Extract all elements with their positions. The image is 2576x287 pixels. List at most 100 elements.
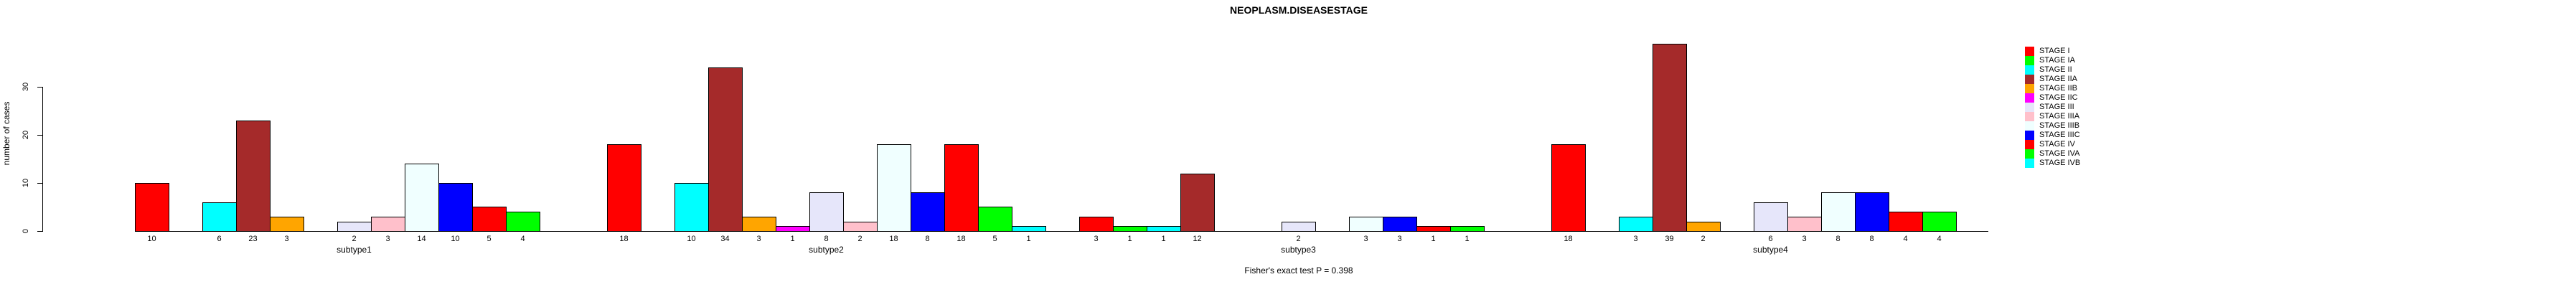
bar-value-label: 3 bbox=[1397, 235, 1402, 243]
legend-label: STAGE IIIA bbox=[2039, 112, 2080, 121]
group-label: subtype1 bbox=[337, 245, 372, 255]
bar bbox=[708, 67, 743, 232]
bar bbox=[1416, 226, 1451, 232]
y-axis-line bbox=[42, 87, 43, 232]
bar-value-label: 4 bbox=[1903, 235, 1908, 243]
y-tick bbox=[37, 135, 42, 136]
bar bbox=[405, 164, 439, 232]
bar bbox=[843, 222, 878, 232]
bar-value-label: 3 bbox=[1094, 235, 1099, 243]
bar bbox=[1821, 192, 1856, 232]
bar-value-label: 8 bbox=[824, 235, 829, 243]
bar bbox=[1787, 217, 1822, 232]
bar bbox=[1889, 212, 1923, 232]
bar bbox=[236, 121, 271, 232]
bar bbox=[1855, 192, 1889, 232]
bar bbox=[135, 183, 169, 232]
bar-value-label: 14 bbox=[417, 235, 426, 243]
bar-value-label: 34 bbox=[720, 235, 730, 243]
legend-swatch bbox=[2025, 131, 2034, 140]
legend-label: STAGE IIB bbox=[2039, 84, 2077, 93]
bar-value-label: 5 bbox=[992, 235, 997, 243]
bar-value-label: 2 bbox=[1701, 235, 1706, 243]
bar-value-label: 12 bbox=[1193, 235, 1202, 243]
bar-value-label: 3 bbox=[1802, 235, 1807, 243]
bar-value-label: 5 bbox=[486, 235, 492, 243]
y-axis-label: number of cases bbox=[1, 101, 11, 166]
legend-label: STAGE IV bbox=[2039, 140, 2075, 149]
bar-value-label: 4 bbox=[1937, 235, 1942, 243]
bar bbox=[1383, 217, 1417, 232]
legend-label: STAGE III bbox=[2039, 103, 2074, 111]
bar-value-label: 3 bbox=[385, 235, 390, 243]
y-tick bbox=[37, 183, 42, 184]
bar-value-label: 10 bbox=[687, 235, 696, 243]
bar-value-label: 1 bbox=[1431, 235, 1436, 243]
y-tick bbox=[37, 231, 42, 232]
fisher-test-label: Fisher's exact test P = 0.398 bbox=[1244, 265, 1353, 276]
y-tick-label: 20 bbox=[22, 130, 30, 140]
bar-value-label: 8 bbox=[925, 235, 930, 243]
bar-value-label: 18 bbox=[889, 235, 898, 243]
legend-swatch bbox=[2025, 65, 2034, 75]
bar-value-label: 3 bbox=[1633, 235, 1638, 243]
legend-label: STAGE IA bbox=[2039, 56, 2075, 65]
bar bbox=[270, 217, 304, 232]
bar bbox=[1619, 217, 1653, 232]
bar-value-label: 2 bbox=[1296, 235, 1301, 243]
bar bbox=[911, 192, 945, 232]
bar-value-label: 3 bbox=[1363, 235, 1368, 243]
y-tick bbox=[37, 87, 42, 88]
bar bbox=[1922, 212, 1957, 232]
x-axis-line bbox=[135, 231, 1988, 232]
bar-value-label: 10 bbox=[147, 235, 156, 243]
legend-label: STAGE IIIC bbox=[2039, 131, 2080, 139]
bar-value-label: 39 bbox=[1665, 235, 1674, 243]
legend-label: STAGE IIIB bbox=[2039, 121, 2080, 130]
bar bbox=[202, 202, 237, 232]
bar bbox=[1754, 202, 1788, 232]
y-tick-label: 0 bbox=[22, 228, 30, 234]
bar bbox=[1147, 226, 1181, 232]
bar-value-label: 23 bbox=[248, 235, 258, 243]
bar-value-label: 3 bbox=[284, 235, 289, 243]
legend-label: STAGE IIC bbox=[2039, 93, 2078, 102]
bar-value-label: 8 bbox=[1835, 235, 1841, 243]
bar-value-label: 1 bbox=[1465, 235, 1470, 243]
bar-value-label: 8 bbox=[1869, 235, 1874, 243]
bar bbox=[1282, 222, 1316, 232]
bar bbox=[742, 217, 776, 232]
bar bbox=[978, 207, 1012, 232]
y-tick-label: 10 bbox=[22, 178, 30, 188]
legend-label: STAGE II bbox=[2039, 65, 2072, 74]
bar-value-label: 18 bbox=[1564, 235, 1573, 243]
bar bbox=[337, 222, 372, 232]
bar bbox=[1349, 217, 1383, 232]
bar-value-label: 18 bbox=[619, 235, 629, 243]
legend-swatch bbox=[2025, 159, 2034, 168]
bar bbox=[438, 183, 473, 232]
bar bbox=[776, 226, 810, 232]
legend-swatch bbox=[2025, 84, 2034, 93]
legend-swatch bbox=[2025, 112, 2034, 121]
bar bbox=[1180, 174, 1215, 232]
legend-swatch bbox=[2025, 121, 2034, 131]
bar bbox=[1450, 226, 1485, 232]
group-label: subtype3 bbox=[1281, 245, 1316, 255]
legend-swatch bbox=[2025, 103, 2034, 112]
chart-title: NEOPLASM.DISEASESTAGE bbox=[1230, 4, 1368, 16]
bar-value-label: 1 bbox=[1161, 235, 1166, 243]
legend-label: STAGE IIA bbox=[2039, 75, 2077, 83]
bar-value-label: 1 bbox=[790, 235, 795, 243]
legend-label: STAGE IVB bbox=[2039, 159, 2081, 167]
legend-swatch bbox=[2025, 47, 2034, 56]
bar bbox=[506, 212, 540, 232]
legend-swatch bbox=[2025, 93, 2034, 103]
bar-value-label: 1 bbox=[1026, 235, 1031, 243]
legend-label: STAGE IVA bbox=[2039, 149, 2080, 158]
bar bbox=[1653, 44, 1687, 232]
bar bbox=[1012, 226, 1046, 232]
bar-value-label: 2 bbox=[857, 235, 862, 243]
bar-value-label: 10 bbox=[451, 235, 460, 243]
